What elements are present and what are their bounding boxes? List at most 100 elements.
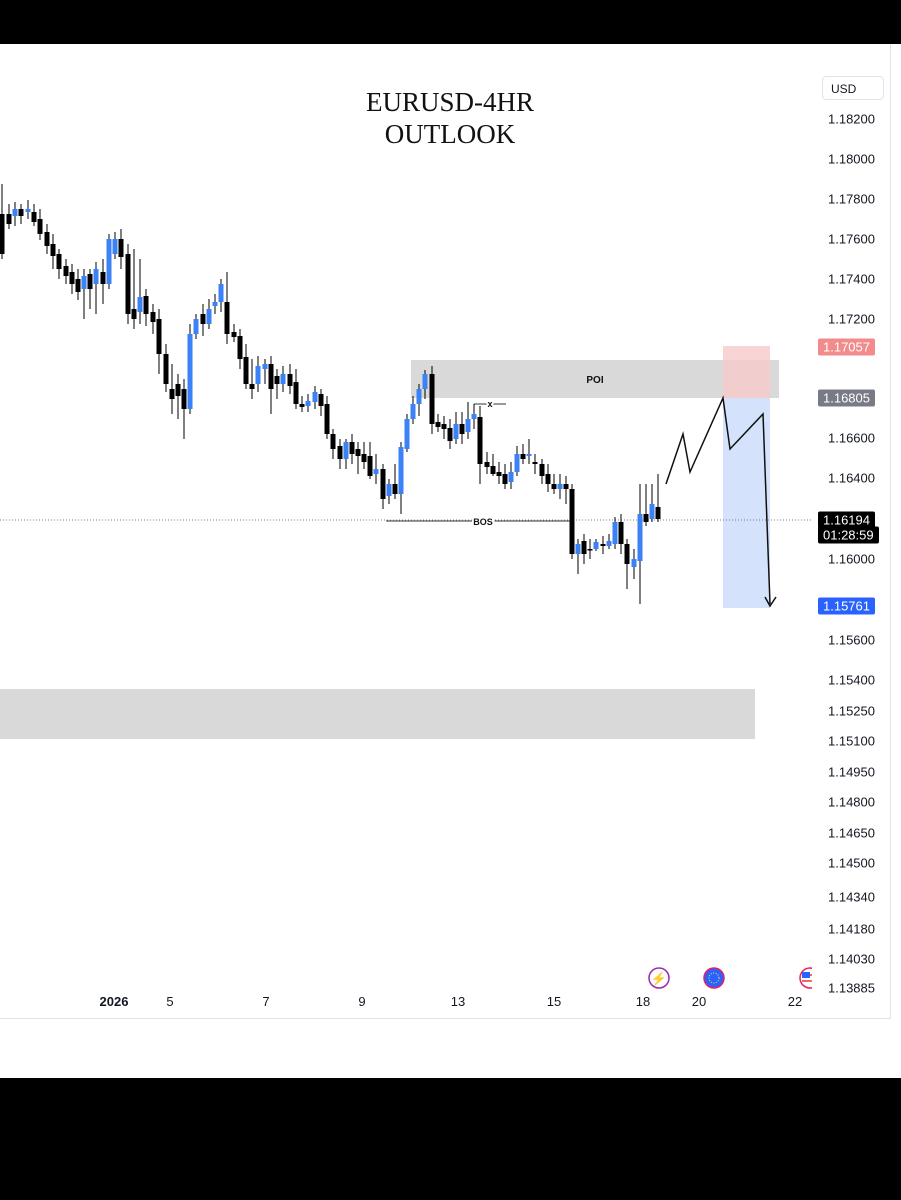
- bear-candle: [44, 232, 50, 246]
- bear-candle: [163, 354, 169, 384]
- bear-candle: [268, 364, 274, 389]
- bull-candle: [206, 309, 212, 324]
- bear-candle: [600, 544, 606, 546]
- bottom-border: [0, 1018, 890, 1019]
- currency-button[interactable]: USD: [822, 76, 884, 100]
- bull-candle: [514, 454, 520, 472]
- price-tick-label: 1.16600: [828, 430, 875, 446]
- price-tick-label: 1.15100: [828, 733, 875, 749]
- bull-candle: [575, 544, 581, 554]
- bear-candle: [330, 434, 336, 449]
- bull-candle: [593, 542, 599, 549]
- bull-candle: [465, 419, 471, 432]
- bear-candle: [361, 454, 367, 462]
- bear-candle: [50, 244, 56, 256]
- bear-candle: [156, 319, 162, 354]
- poi-label: POI: [586, 375, 603, 386]
- svg-text:⚡: ⚡: [651, 971, 667, 987]
- price-tick-label: 1.14180: [828, 921, 875, 937]
- title-line-1: EURUSD-4HR: [365, 87, 534, 117]
- bear-candle: [581, 541, 587, 554]
- bull-candle: [305, 401, 311, 406]
- chart-title: EURUSD-4HR OUTLOOK: [300, 86, 600, 150]
- projected-path: [665, 395, 771, 605]
- bear-candle: [551, 484, 557, 489]
- take-profit-box: [723, 398, 770, 608]
- chart-area[interactable]: BOS x POI ⚡: [0, 44, 891, 1019]
- price-tick-label: 1.14500: [828, 855, 875, 871]
- bear-candle: [274, 376, 280, 384]
- bull-candle: [255, 366, 261, 384]
- bear-candle: [367, 456, 373, 476]
- bear-candle: [539, 464, 545, 476]
- bear-candle: [37, 219, 43, 234]
- candlestick-plot[interactable]: BOS x POI ⚡: [0, 44, 812, 1019]
- bull-candle: [193, 319, 199, 334]
- time-tick-label: 7: [262, 994, 270, 1009]
- bull-candle: [606, 541, 612, 546]
- price-tick-label: 1.15400: [828, 672, 875, 688]
- bear-candle: [563, 484, 569, 489]
- bear-candle: [75, 279, 81, 292]
- price-tick-label: 1.14650: [828, 825, 875, 841]
- price-tick-label: 1.18000: [828, 151, 875, 167]
- bear-candle: [18, 209, 24, 216]
- time-tick-label: 20: [691, 994, 707, 1009]
- bull-candle: [453, 424, 459, 439]
- bull-candle: [187, 334, 193, 409]
- bear-candle: [150, 312, 156, 322]
- bear-candle: [618, 522, 624, 544]
- bear-candle: [587, 549, 593, 551]
- bear-candle: [624, 544, 630, 564]
- bull-candle: [386, 484, 392, 496]
- price-tick-label: 1.14950: [828, 764, 875, 780]
- bear-candle: [502, 474, 508, 484]
- time-tick-label: 2026: [99, 994, 129, 1009]
- right-border: [890, 44, 891, 1019]
- time-tick-label: 9: [358, 994, 366, 1009]
- bear-candle: [643, 514, 649, 522]
- stop-loss-box: [723, 346, 770, 398]
- bear-candle: [324, 404, 330, 434]
- bull-candle: [649, 504, 655, 519]
- bull-candle: [25, 209, 31, 212]
- bear-candle: [243, 357, 249, 384]
- eu-flag-event-icon[interactable]: [703, 967, 725, 989]
- bear-candle: [100, 272, 106, 284]
- bear-candle: [355, 449, 361, 456]
- us-flag-event-icon[interactable]: [799, 967, 812, 989]
- price-tick-label: 1.17400: [828, 271, 875, 287]
- bear-candle: [0, 214, 5, 254]
- bull-candle: [398, 447, 404, 494]
- lightning-event-icon[interactable]: ⚡: [648, 967, 670, 989]
- time-tick-label: 22: [787, 994, 803, 1009]
- bear-candle: [118, 239, 124, 257]
- price-tick-label: 1.15600: [828, 632, 875, 648]
- price-tick-label: 1.17600: [828, 231, 875, 247]
- bear-candle: [224, 302, 230, 334]
- bear-candle: [459, 424, 465, 434]
- bull-candle: [218, 284, 224, 302]
- demand-zone: [0, 689, 755, 739]
- price-axis[interactable]: 1.18200 1.18000 1.17800 1.17600 1.17400 1.172…: [812, 44, 890, 1019]
- bull-candle: [637, 514, 643, 561]
- bull-candle: [343, 442, 349, 459]
- bear-candle: [143, 296, 149, 314]
- x-label: x: [487, 399, 492, 409]
- bear-candle: [545, 474, 551, 484]
- bear-candle: [429, 374, 435, 424]
- bear-candle: [181, 389, 187, 409]
- bull-candle: [280, 374, 286, 384]
- title-line-2: OUTLOOK: [384, 119, 516, 149]
- time-tick-label: 5: [166, 994, 174, 1009]
- bear-candle: [441, 424, 447, 429]
- time-axis[interactable]: 2026 5 7 9 13 15 18 20 22: [0, 994, 812, 1018]
- bull-candle: [106, 239, 112, 284]
- bull-candle: [404, 419, 410, 449]
- price-tag: 01:28:59: [818, 526, 879, 544]
- price-tick-label: 1.17800: [828, 191, 875, 207]
- price-tag: 1.15761: [818, 597, 875, 615]
- price-tick-label: 1.16400: [828, 470, 875, 486]
- bear-candle: [287, 374, 293, 386]
- price-tick-label: 1.14030: [828, 951, 875, 967]
